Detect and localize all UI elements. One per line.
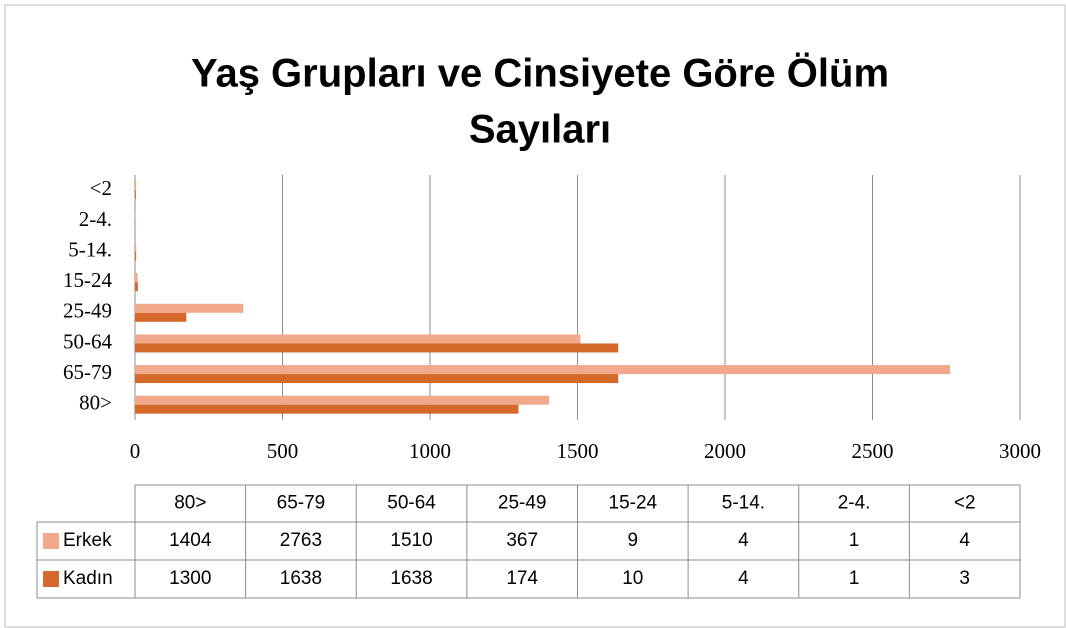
table-cell: 4 <box>738 568 749 589</box>
chart-frame <box>4 4 1066 628</box>
x-tick-label: 1000 <box>409 439 451 463</box>
chart-title: Yaş Grupları ve Cinsiyete Göre Ölüm <box>191 51 889 96</box>
legend-swatch <box>43 571 59 587</box>
y-tick-label: 80> <box>79 391 112 415</box>
bar <box>135 395 550 405</box>
table-header: 80> <box>174 493 206 514</box>
bar <box>135 273 138 283</box>
chart-subtitle: Sayıları <box>469 108 611 152</box>
table-cell: 1510 <box>390 530 432 551</box>
table-cell: 2763 <box>280 530 322 551</box>
x-tick-label: 2000 <box>704 439 746 463</box>
table-cell: 1300 <box>169 568 211 589</box>
bar <box>135 303 244 313</box>
table-cell: 367 <box>506 530 538 551</box>
table-cell: 4 <box>738 530 749 551</box>
table-cell: 1638 <box>390 568 432 589</box>
table-cell: 174 <box>506 568 538 589</box>
y-tick-label: 2-4. <box>79 207 112 231</box>
y-tick-label: 15-24 <box>63 268 112 292</box>
x-tick-label: 2500 <box>852 439 894 463</box>
y-tick-label: <2 <box>90 176 112 200</box>
y-tick-label: 25-49 <box>63 299 112 323</box>
x-tick-label: 3000 <box>999 439 1041 463</box>
y-tick-label: 65-79 <box>63 360 112 384</box>
table-header: 5-14. <box>722 493 765 514</box>
table-header: 50-64 <box>387 493 436 514</box>
table-cell: 9 <box>628 530 639 551</box>
bar <box>135 251 137 261</box>
x-tick-label: 0 <box>130 439 141 463</box>
table-header: 15-24 <box>609 493 658 514</box>
table-cell: 1638 <box>280 568 322 589</box>
bar <box>135 181 137 191</box>
bar <box>135 365 951 375</box>
table-cell: 10 <box>622 568 643 589</box>
table-header: 65-79 <box>277 493 326 514</box>
legend-swatch <box>43 533 59 549</box>
legend-label: Erkek <box>63 530 112 551</box>
table-header: 2-4. <box>838 493 871 514</box>
x-tick-label: 500 <box>267 439 299 463</box>
bar <box>135 190 136 200</box>
table-cell: 3 <box>959 568 970 589</box>
bar <box>135 404 519 414</box>
legend-label: Kadın <box>63 568 113 589</box>
bar <box>135 334 581 344</box>
bar <box>135 374 619 384</box>
bar <box>135 282 138 292</box>
x-tick-label: 1500 <box>557 439 599 463</box>
table-cell: 1 <box>849 568 860 589</box>
bar <box>135 242 137 252</box>
table-cell: 1 <box>849 530 860 551</box>
table-header: <2 <box>954 493 976 514</box>
table-cell: 4 <box>959 530 970 551</box>
table-header: 25-49 <box>498 493 547 514</box>
bar <box>135 312 187 322</box>
bar <box>135 343 619 353</box>
table-cell: 1404 <box>169 530 212 551</box>
y-tick-label: 5-14. <box>68 237 112 261</box>
y-tick-label: 50-64 <box>63 329 112 353</box>
